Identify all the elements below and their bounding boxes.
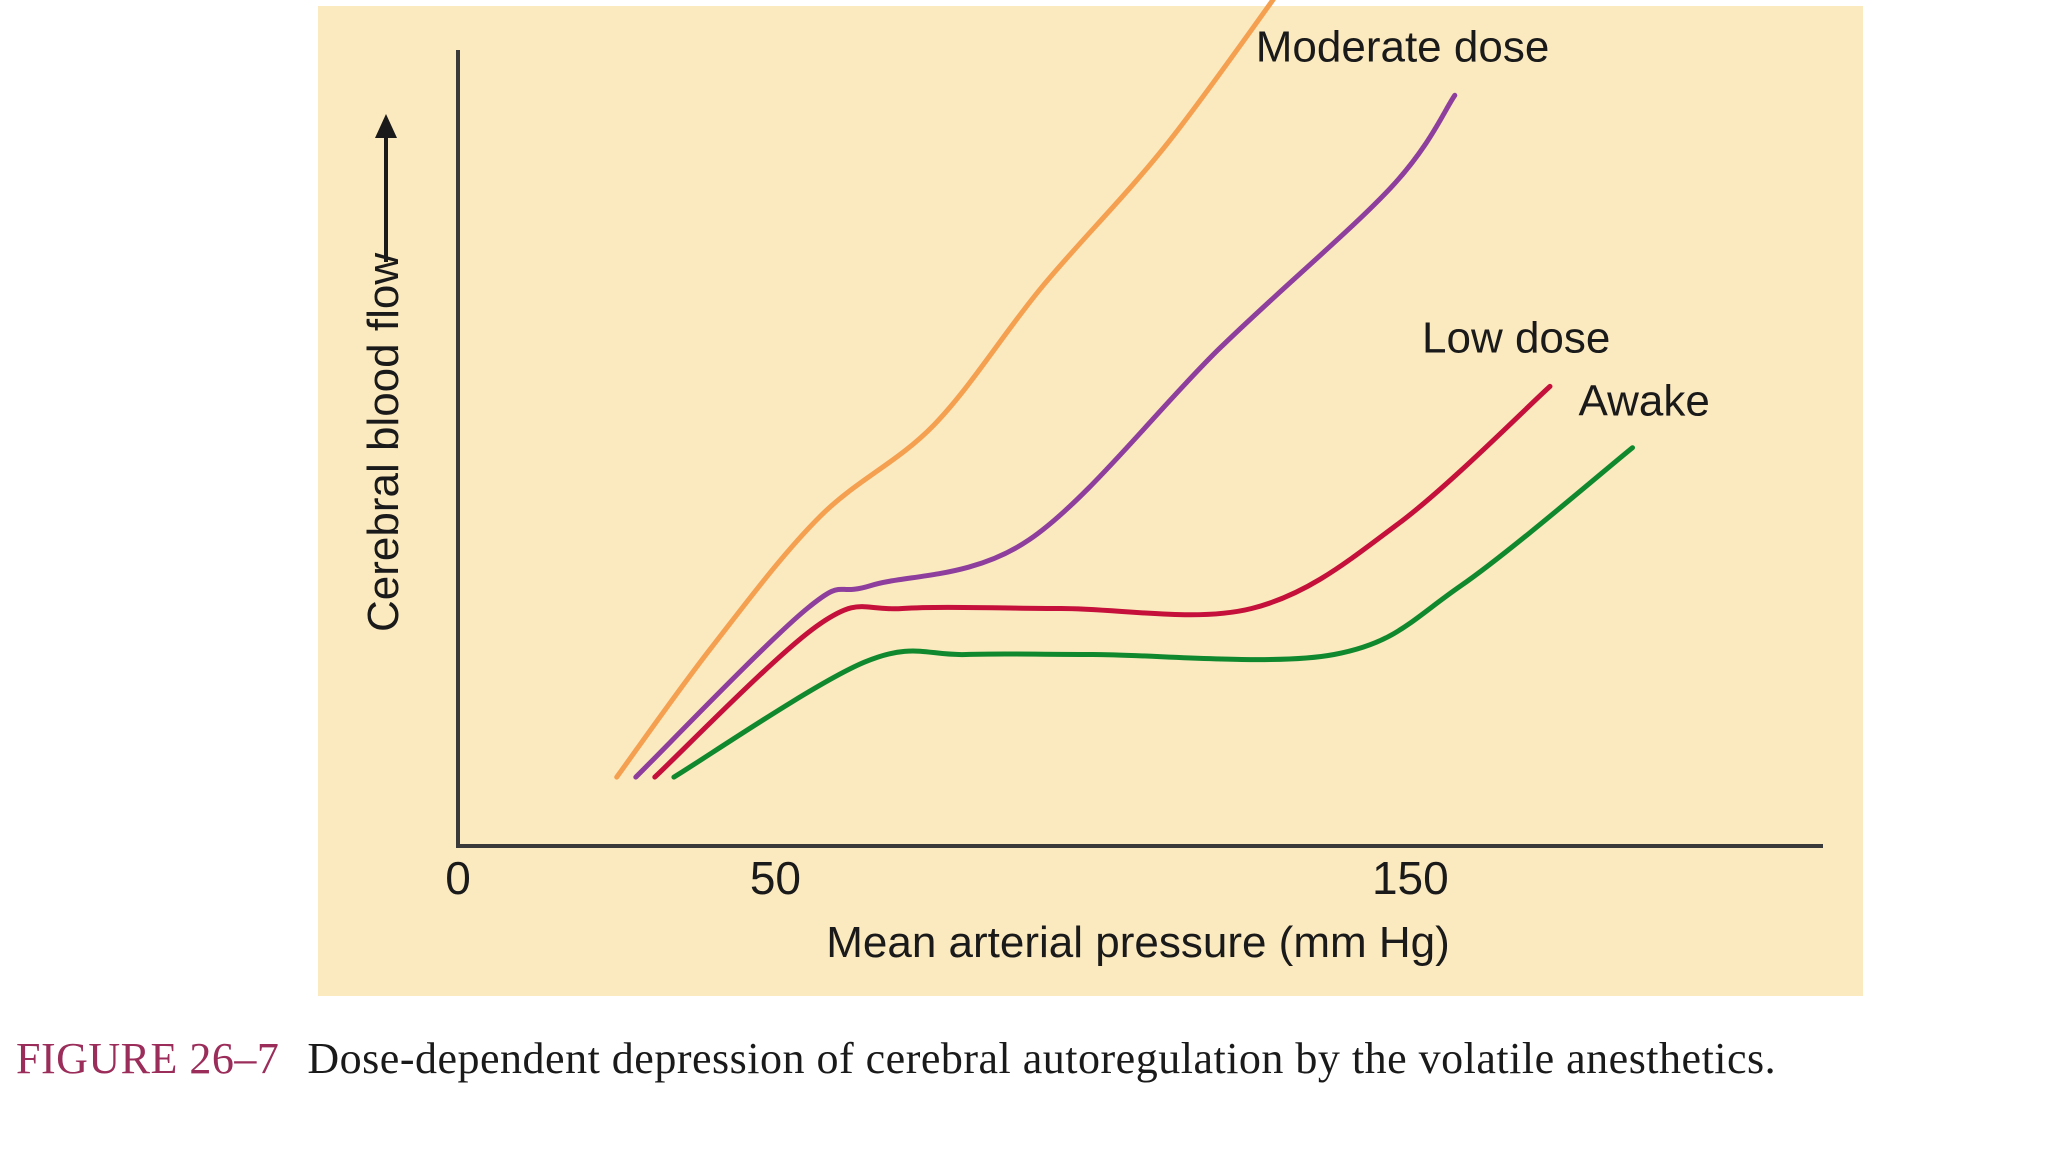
y-axis-title-group: Cerebral blood flow [359, 253, 408, 632]
x-axis-title: Mean arterial pressure (mm Hg) [826, 918, 1450, 967]
figure-caption-text: Dose-dependent depression of cerebral au… [307, 1034, 1777, 1083]
series-label-moderate-dose: Moderate dose [1256, 22, 1550, 71]
series-line-low-dose [652, 383, 1553, 780]
plot-background [318, 6, 1863, 996]
series-line-high-dose [614, 0, 1276, 780]
series-line-awake [671, 445, 1635, 780]
x-tick-label: 0 [445, 852, 471, 904]
series-label-low-dose: Low dose [1422, 313, 1610, 362]
series-label-awake: Awake [1579, 377, 1710, 426]
x-tick-label: 50 [750, 852, 801, 904]
y-axis-title: Cerebral blood flow [359, 253, 408, 632]
figure-caption-label: FIGURE 26–7 [16, 1034, 280, 1083]
figure-caption: FIGURE 26–7 Dose-dependent depression of … [16, 1030, 2036, 1088]
series-line-moderate-dose [633, 92, 1458, 780]
series-lines [614, 0, 1635, 780]
up-arrow-icon [375, 114, 397, 262]
x-tick-label: 150 [1372, 852, 1449, 904]
x-tick-labels: 0 50 150 [445, 852, 1448, 904]
